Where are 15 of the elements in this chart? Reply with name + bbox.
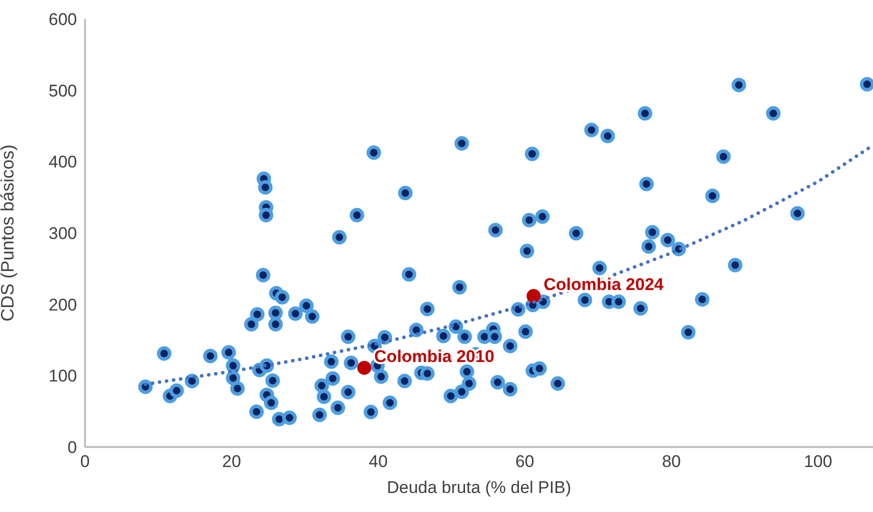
y-tick-label: 0 bbox=[68, 438, 77, 458]
y-tick-label: 100 bbox=[48, 366, 77, 386]
x-tick-label: 80 bbox=[662, 452, 681, 472]
x-tick-label: 100 bbox=[804, 452, 832, 472]
y-tick-label: 500 bbox=[48, 81, 77, 100]
y-tick-label: 400 bbox=[48, 152, 77, 172]
x-tick-label: 20 bbox=[222, 452, 242, 472]
y-axis-title: CDS (Puntos básicos) bbox=[0, 144, 18, 322]
x-tick-label: 40 bbox=[368, 452, 388, 472]
y-tick-label: 300 bbox=[48, 224, 77, 244]
y-tick-label: 600 bbox=[48, 10, 77, 30]
x-tick-label: 60 bbox=[515, 452, 534, 472]
y-tick-label: 200 bbox=[48, 295, 77, 314]
x-tick-label: 0 bbox=[80, 452, 90, 472]
x-axis-title: Deuda bruta (% del PIB) bbox=[386, 478, 572, 497]
